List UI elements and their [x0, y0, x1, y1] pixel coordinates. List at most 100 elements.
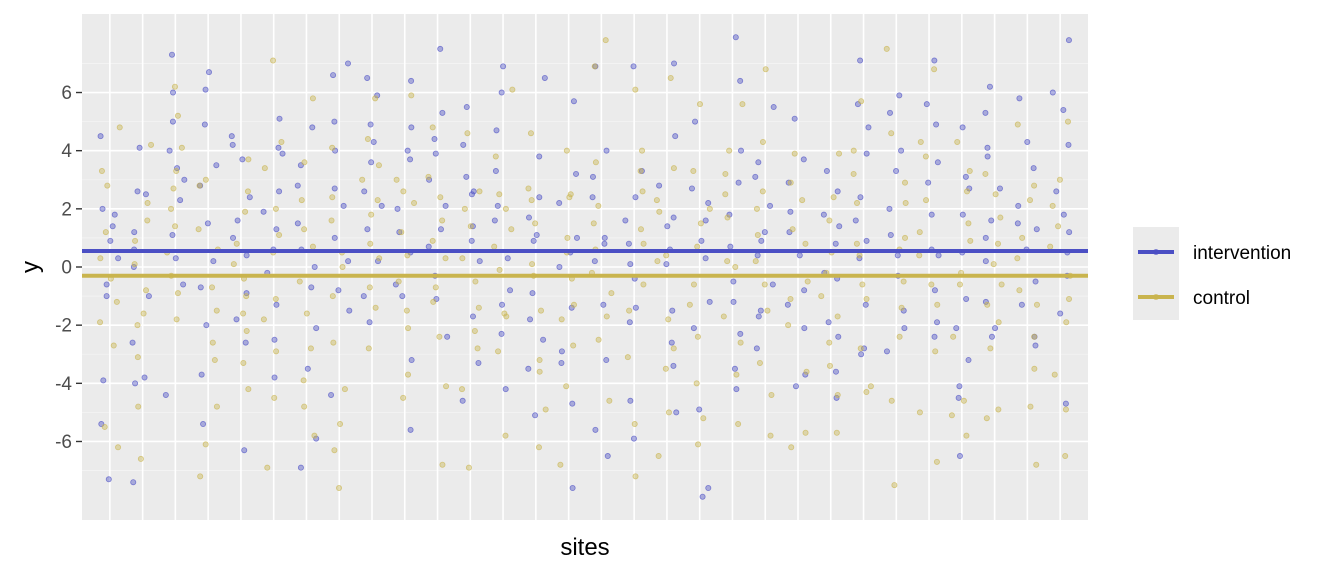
data-point-intervention	[785, 179, 792, 186]
data-point-control	[753, 205, 760, 212]
data-point-control	[983, 415, 990, 422]
data-point-intervention	[493, 127, 500, 134]
data-point-control	[902, 179, 909, 186]
data-point-control	[995, 319, 1002, 326]
data-point-control	[932, 348, 939, 355]
data-point-intervention	[825, 319, 832, 326]
data-point-control	[245, 156, 252, 163]
data-point-control	[963, 432, 970, 439]
data-point-control	[557, 461, 564, 468]
data-point-control	[967, 237, 974, 244]
data-point-intervention	[134, 188, 141, 195]
data-point-control	[429, 124, 436, 131]
data-point-control	[529, 261, 536, 268]
data-point-intervention	[1015, 202, 1022, 209]
data-point-intervention	[459, 397, 466, 404]
data-point-intervention	[166, 147, 173, 154]
data-point-intervention	[162, 391, 169, 398]
data-point-control	[799, 197, 806, 204]
data-point-control	[298, 197, 305, 204]
data-point-intervention	[145, 293, 152, 300]
data-point-control	[804, 278, 811, 285]
data-point-intervention	[698, 237, 705, 244]
data-point-control	[97, 319, 104, 326]
data-point-control	[902, 234, 909, 241]
data-point-control	[197, 473, 204, 480]
data-point-intervention	[394, 205, 401, 212]
data-point-intervention	[955, 394, 962, 401]
data-point-control	[496, 191, 503, 198]
data-point-control	[471, 327, 478, 334]
data-point-intervention	[297, 464, 304, 471]
data-point-intervention	[735, 179, 742, 186]
x-axis-title: sites	[560, 534, 609, 561]
data-point-intervention	[475, 359, 482, 366]
data-point-control	[174, 290, 181, 297]
data-point-intervention	[702, 217, 709, 224]
data-point-intervention	[228, 133, 235, 140]
data-point-intervention	[1018, 301, 1025, 308]
data-point-control	[331, 447, 338, 454]
data-point-control	[425, 173, 432, 180]
data-point-intervention	[335, 287, 342, 294]
data-point-control	[785, 322, 792, 329]
data-point-control	[631, 421, 638, 428]
data-point-control	[374, 197, 381, 204]
data-point-control	[602, 37, 609, 44]
data-point-intervention	[271, 374, 278, 381]
data-point-intervention	[469, 313, 476, 320]
data-point-intervention	[791, 115, 798, 122]
data-point-control	[656, 208, 663, 215]
data-point-control	[233, 240, 240, 247]
data-point-intervention	[168, 51, 175, 58]
data-point-intervention	[304, 365, 311, 372]
data-point-intervention	[275, 144, 282, 151]
y-tick-label: -6	[55, 432, 72, 453]
data-point-control	[459, 386, 466, 393]
data-point-control	[791, 150, 798, 157]
data-point-intervention	[982, 109, 989, 116]
data-point-intervention	[784, 301, 791, 308]
y-tick-label: -2	[55, 316, 72, 337]
data-point-intervention	[492, 168, 499, 175]
data-point-control	[403, 307, 410, 314]
data-point-control	[98, 168, 105, 175]
data-point-control	[400, 394, 407, 401]
data-point-control	[411, 200, 418, 207]
data-point-intervention	[502, 386, 509, 393]
data-point-intervention	[758, 237, 765, 244]
data-point-control	[475, 304, 482, 311]
data-point-control	[278, 138, 285, 145]
data-point-control	[590, 220, 597, 227]
data-point-control	[624, 354, 631, 361]
data-point-intervention	[705, 485, 712, 492]
data-point-control	[595, 202, 602, 209]
y-tick-label: -4	[55, 374, 72, 395]
data-point-control	[933, 458, 940, 465]
data-point-intervention	[663, 261, 670, 268]
data-point-intervention	[755, 159, 762, 166]
data-point-intervention	[767, 202, 774, 209]
data-point-control	[464, 130, 471, 137]
data-point-control	[787, 295, 794, 302]
data-point-intervention	[627, 261, 634, 268]
legend-key-background	[1133, 227, 1179, 320]
data-point-intervention	[699, 493, 706, 500]
data-point-control	[639, 188, 646, 195]
data-point-control	[883, 45, 890, 52]
data-point-intervention	[696, 406, 703, 413]
data-point-intervention	[330, 72, 337, 79]
data-point-control	[931, 66, 938, 73]
mean-lines	[82, 249, 1088, 278]
data-point-control	[662, 365, 669, 372]
data-point-intervention	[727, 243, 734, 250]
data-point-control	[367, 240, 374, 247]
data-point-intervention	[931, 287, 938, 294]
data-point-control	[525, 185, 532, 192]
data-point-intervention	[313, 325, 320, 332]
data-point-intervention	[670, 214, 677, 221]
data-point-intervention	[570, 98, 577, 105]
data-point-intervention	[982, 298, 989, 305]
data-point-control	[570, 301, 577, 308]
data-point-intervention	[103, 281, 110, 288]
